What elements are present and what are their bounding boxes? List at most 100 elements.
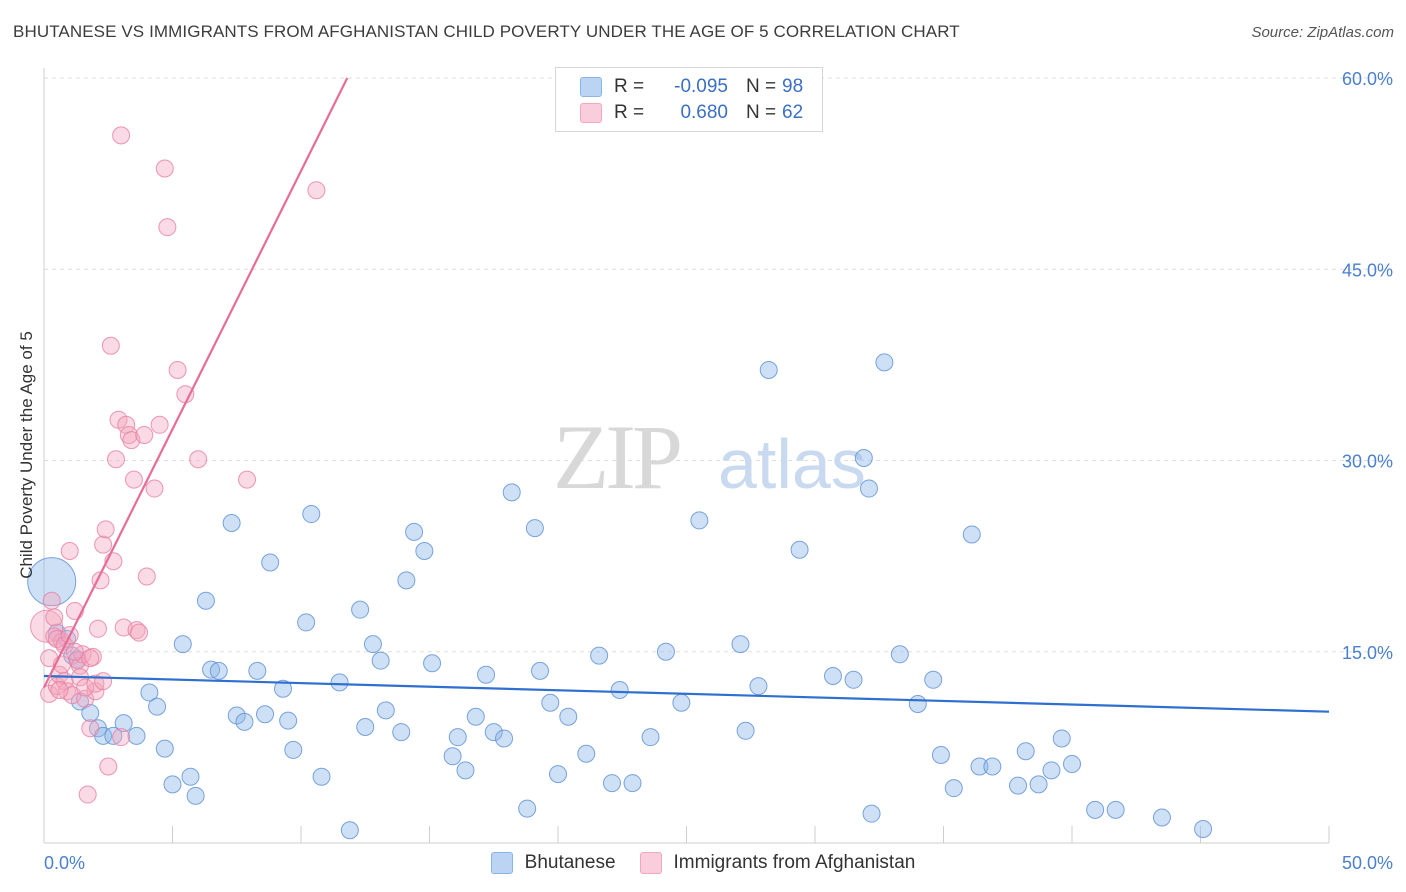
point-bhutanese: [173, 635, 192, 654]
point-bhutanese: [924, 670, 943, 689]
point-bhutanese: [1063, 754, 1081, 773]
point-bhutanese: [672, 693, 691, 712]
legend-r-label: R =: [614, 76, 645, 97]
point-bhutanese: [749, 677, 768, 696]
point-bhutanese: [127, 726, 146, 745]
point-afghanistan: [78, 785, 97, 804]
point-bhutanese: [351, 600, 370, 619]
point-afghanistan: [168, 360, 187, 379]
point-afghanistan: [30, 609, 64, 643]
point-afghanistan: [307, 181, 326, 200]
trend-lines: [43, 77, 1330, 713]
point-afghanistan: [127, 621, 146, 640]
point-bhutanese: [302, 505, 321, 524]
point-bhutanese: [405, 522, 424, 541]
legend-item-bhutanese[interactable]: Bhutanese: [490, 852, 616, 874]
point-bhutanese: [456, 761, 475, 780]
point-bhutanese: [559, 707, 578, 726]
source-label: Source: ZipAtlas.com: [1251, 24, 1394, 41]
point-afghanistan: [176, 385, 195, 404]
point-bhutanese: [202, 660, 221, 679]
point-bhutanese: [466, 707, 485, 726]
watermark-atlas: atlas: [718, 425, 866, 503]
point-bhutanese: [81, 703, 100, 722]
point-bhutanese: [908, 695, 927, 714]
point-bhutanese: [890, 645, 909, 664]
point-afghanistan: [45, 608, 64, 627]
x-tick-label-max: 50.0%: [1342, 853, 1393, 873]
point-afghanistan: [112, 126, 131, 145]
point-bhutanese: [983, 757, 1002, 776]
legend-n-label: N =: [746, 102, 777, 123]
point-bhutanese: [1029, 775, 1048, 794]
legend-row-afghanistan: R = 0.680 N = 62: [580, 102, 803, 124]
point-bhutanese: [859, 479, 878, 498]
point-bhutanese: [970, 757, 989, 776]
point-afghanistan: [106, 450, 125, 469]
point-bhutanese: [181, 767, 200, 786]
point-afghanistan: [94, 672, 113, 691]
point-bhutanese: [148, 697, 167, 716]
legend-label: Immigrants from Afghanistan: [673, 852, 916, 873]
legend-swatch-blue: [490, 852, 513, 874]
gridlines: [44, 77, 1395, 653]
point-bhutanese: [363, 635, 382, 654]
point-afghanistan: [94, 535, 113, 554]
point-afghanistan: [50, 681, 69, 699]
watermark: ZIP atlas: [553, 406, 866, 508]
correlation-legend: R = -0.095 N = 98 R = 0.680 N = 62: [555, 67, 823, 132]
y-tick-label: 15.0%: [1342, 643, 1393, 663]
point-bhutanese: [549, 765, 567, 784]
series-legend: Bhutanese Immigrants from Afghanistan: [0, 852, 1406, 874]
legend-swatch-pink: [580, 103, 602, 123]
point-bhutanese: [284, 740, 303, 759]
data-points: [27, 126, 1213, 840]
point-bhutanese: [397, 571, 416, 590]
point-bhutanese: [690, 511, 709, 530]
legend-swatch-pink: [639, 852, 662, 874]
point-bhutanese: [477, 665, 496, 684]
point-bhutanese: [27, 557, 77, 607]
point-afghanistan: [150, 415, 169, 434]
point-bhutanese: [862, 804, 881, 823]
point-afghanistan: [40, 684, 59, 703]
point-afghanistan: [158, 218, 177, 237]
point-bhutanese: [227, 706, 246, 725]
point-afghanistan: [86, 682, 105, 701]
point-bhutanese: [602, 774, 621, 793]
watermark-zip: ZIP: [553, 406, 680, 508]
point-bhutanese: [1086, 800, 1105, 819]
point-bhutanese: [104, 726, 123, 745]
point-bhutanese: [70, 692, 89, 711]
point-bhutanese: [423, 654, 442, 673]
point-afghanistan: [99, 757, 118, 776]
point-bhutanese: [415, 542, 434, 561]
point-afghanistan: [112, 728, 131, 747]
point-bhutanese: [274, 679, 293, 698]
legend-item-afghanistan[interactable]: Immigrants from Afghanistan: [639, 852, 916, 874]
point-bhutanese: [1009, 776, 1028, 795]
point-bhutanese: [196, 591, 215, 610]
legend-label: Bhutanese: [524, 852, 616, 873]
point-bhutanese: [623, 774, 642, 793]
point-bhutanese: [140, 683, 159, 702]
point-bhutanese: [297, 613, 316, 632]
point-bhutanese: [525, 519, 544, 538]
point-bhutanese: [731, 635, 750, 654]
point-bhutanese: [590, 646, 609, 665]
point-afghanistan: [96, 520, 115, 539]
point-afghanistan: [137, 567, 156, 586]
point-bhutanese: [248, 661, 267, 680]
legend-swatch-blue: [580, 77, 602, 97]
y-tick-label: 60.0%: [1342, 69, 1393, 89]
point-bhutanese: [163, 775, 182, 794]
y-axis-label: Child Poverty Under the Age of 5: [17, 331, 36, 579]
tick-labels: 15.0% 30.0% 45.0% 60.0% 0.0% 50.0%: [44, 69, 1393, 873]
point-bhutanese: [641, 728, 660, 747]
point-bhutanese: [279, 711, 298, 730]
point-afghanistan: [189, 450, 208, 469]
point-bhutanese: [209, 661, 228, 680]
point-bhutanese: [759, 360, 778, 379]
point-bhutanese: [376, 701, 395, 720]
